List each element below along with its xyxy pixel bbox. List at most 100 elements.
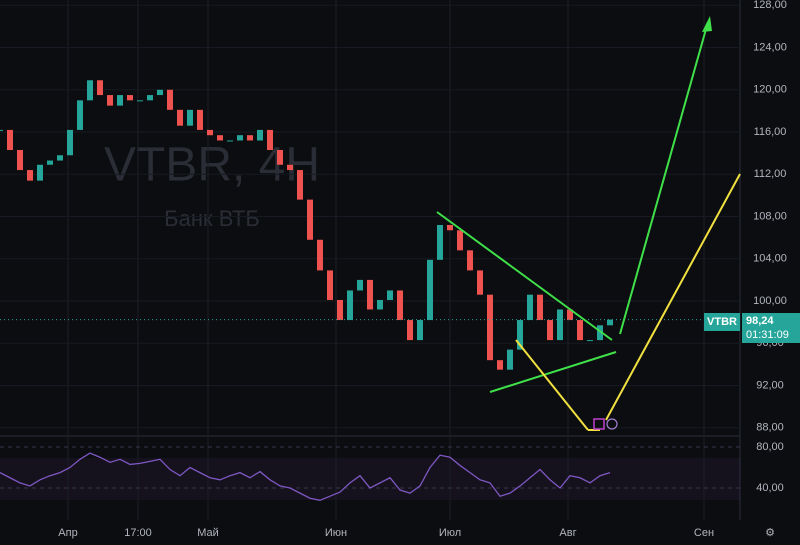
candle: [157, 89, 163, 96]
y-tick-label: 120,00: [753, 84, 787, 96]
symbol-label: VTBR: [707, 316, 737, 328]
candle: [477, 270, 483, 295]
candle: [267, 129, 273, 150]
y-tick-label: 40,00: [756, 482, 784, 494]
y-tick-label: 124,00: [753, 41, 787, 53]
candle: [287, 164, 293, 171]
plot: Апр 17:00 Май Июн Июл Авг Сен88,0092,0096,0010…: [0, 0, 787, 539]
rsi-band: [0, 458, 740, 500]
x-tick-label: 17:00: [124, 527, 152, 539]
candle: [227, 140, 233, 142]
candle: [167, 89, 173, 110]
y-tick-label: 104,00: [753, 253, 787, 265]
y-tick-label: 92,00: [756, 379, 784, 391]
candle: [427, 259, 433, 321]
x-tick-label: Сен: [694, 527, 714, 539]
rsi-line: [0, 452, 611, 501]
candle: [117, 95, 123, 106]
candle: [37, 164, 43, 181]
candle: [377, 299, 383, 310]
marker: [606, 418, 618, 430]
candle: [277, 149, 283, 165]
x-tick-label: Июн: [325, 527, 347, 539]
y-tick-label: 88,00: [756, 422, 784, 434]
candle: [317, 239, 323, 271]
drawings: [436, 16, 741, 431]
candle: [107, 95, 113, 106]
candle: [437, 224, 443, 260]
candle: [457, 230, 463, 251]
countdown: 01:31:09: [746, 329, 789, 341]
candle: [247, 135, 253, 141]
candle: [587, 340, 593, 342]
x-tick-label: Апр: [58, 527, 77, 539]
candle: [77, 100, 83, 130]
candle: [367, 279, 373, 310]
symbol-tag: [704, 313, 740, 331]
candle: [537, 294, 543, 321]
candle: [297, 170, 303, 200]
candle: [547, 320, 553, 341]
marker: [593, 418, 605, 430]
arrow: [619, 21, 709, 335]
candle: [197, 109, 203, 130]
candle: [337, 299, 343, 321]
candle: [217, 135, 223, 141]
candle: [507, 349, 513, 370]
candle: [527, 294, 533, 321]
candle: [577, 320, 583, 341]
arrow-head: [702, 16, 712, 32]
candle: [67, 129, 73, 156]
candle: [27, 170, 33, 181]
candle: [7, 129, 13, 150]
candle: [487, 294, 493, 361]
candle: [97, 80, 103, 96]
candle: [517, 320, 523, 350]
candle: [307, 199, 313, 240]
candle: [597, 325, 603, 341]
trend-line: [489, 351, 617, 393]
candle: [207, 129, 213, 136]
candle: [0, 129, 3, 131]
candle: [17, 149, 23, 171]
candle: [87, 80, 93, 101]
candle: [557, 309, 563, 341]
candle: [187, 109, 193, 126]
trend-line: [436, 211, 613, 341]
candle: [147, 95, 153, 101]
candle: [417, 320, 423, 341]
candle: [407, 320, 413, 341]
candle: [467, 250, 473, 271]
candle: [57, 155, 63, 161]
candle: [357, 279, 363, 291]
watermark-subtitle: Банк ВТБ: [164, 206, 260, 231]
candle: [397, 290, 403, 321]
y-tick-label: 128,00: [753, 0, 787, 11]
candle: [567, 309, 573, 321]
candle: [387, 290, 393, 300]
candle: [47, 160, 53, 165]
candle: [257, 129, 263, 141]
candle: [127, 95, 133, 101]
candle: [137, 100, 143, 102]
arrow: [605, 173, 741, 421]
y-tick-label: 112,00: [754, 168, 787, 180]
x-tick-label: Авг: [559, 527, 576, 539]
candle: [447, 224, 453, 231]
candle: [607, 319, 613, 326]
candle: [177, 109, 183, 126]
candle: [497, 360, 503, 370]
y-tick-label: 116,00: [754, 126, 787, 138]
candle: [237, 135, 243, 141]
price-tag: [742, 313, 800, 343]
x-tick-label: Май: [197, 527, 219, 539]
trend-line: [515, 339, 589, 431]
settings-icon[interactable]: ⚙: [765, 527, 775, 539]
y-tick-label: 80,00: [756, 441, 784, 453]
candle: [347, 290, 353, 321]
y-tick-label: 108,00: [753, 210, 787, 222]
last-price-label: 98,24: [746, 315, 774, 327]
watermark-title: VTBR, 4H: [104, 139, 320, 192]
